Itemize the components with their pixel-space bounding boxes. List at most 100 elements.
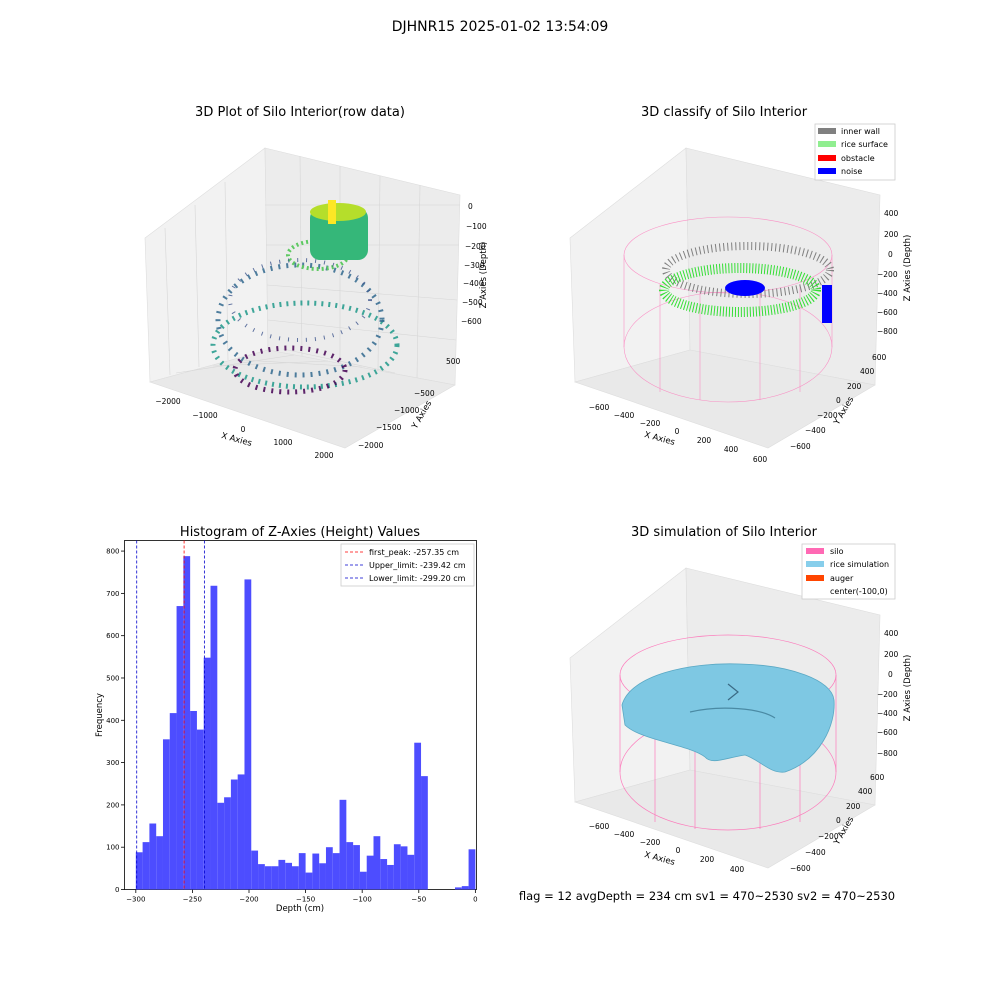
histogram-y-tick-label: 200 [106, 801, 119, 809]
raw-3d-axes-box [144, 147, 461, 449]
histogram-bar [346, 842, 354, 890]
svg-text:−600: −600 [790, 864, 811, 873]
svg-text:200: 200 [847, 382, 862, 391]
histogram-y-axis-label: Frequency [95, 693, 105, 737]
svg-text:−200: −200 [818, 832, 839, 841]
svg-text:600: 600 [870, 773, 885, 782]
raw-panel-title: 3D Plot of Silo Interior(row data) [195, 105, 405, 120]
svg-text:0: 0 [836, 816, 841, 825]
histogram-bar [461, 886, 469, 890]
simulation-panel-title: 3D simulation of Silo Interior [631, 525, 818, 540]
classify-3d-axes-box [569, 147, 881, 449]
raw-mid-ring-points [210, 300, 400, 390]
histogram-y-tick-label: 0 [115, 886, 119, 894]
svg-text:200: 200 [697, 436, 712, 445]
histogram-legend: first_peak: -257.35 cm Upper_limit: -239… [340, 543, 475, 587]
classify-z-axis-label: Z Axies (Depth) [903, 235, 913, 302]
svg-text:−200: −200 [877, 270, 898, 279]
svg-text:0: 0 [888, 670, 893, 679]
raw-xtick: −2000 [155, 397, 181, 406]
histogram-bar [135, 852, 143, 890]
classify-panel-title: 3D classify of Silo Interior [641, 105, 808, 120]
svg-text:−400: −400 [877, 709, 898, 718]
histogram-bar [183, 556, 191, 890]
raw-back-left-pane [144, 147, 269, 383]
svg-text:400: 400 [730, 865, 745, 874]
raw-ztick: −600 [461, 317, 482, 326]
histogram-bar [319, 863, 326, 890]
histogram-bar [203, 657, 211, 890]
histogram-bar [278, 859, 286, 890]
svg-text:−400: −400 [614, 411, 635, 420]
histogram-x-axis-label: Depth (cm) [276, 904, 324, 914]
histogram-bar [162, 739, 170, 890]
raw-tick-labels: −2000 −1000 0 1000 2000 500 −500 −1000 −… [155, 202, 487, 460]
raw-ytick: −1000 [394, 406, 420, 415]
histogram-bar [305, 872, 313, 890]
classify-x-axis-label: X Axies [643, 430, 676, 448]
simulation-x-axis-label: X Axies [643, 850, 676, 868]
svg-text:200: 200 [846, 802, 861, 811]
classify-noise-wall [822, 285, 832, 323]
raw-ytick: −1500 [376, 423, 402, 432]
histogram-bar [366, 855, 374, 890]
histogram-bar [373, 836, 381, 890]
histogram-x-tick-label: −50 [411, 896, 426, 904]
histogram-bar [217, 802, 225, 890]
histogram-y-tick-label: 100 [106, 844, 119, 852]
svg-text:−600: −600 [877, 308, 898, 317]
svg-text:−400: −400 [614, 830, 635, 839]
simulation-rice-surface [621, 663, 835, 773]
svg-text:−800: −800 [877, 749, 898, 758]
histogram-bar [414, 742, 422, 890]
histogram-legend-label: Upper_limit: -239.42 cm [369, 561, 466, 570]
svg-text:600: 600 [753, 455, 768, 464]
histogram-bar [325, 847, 333, 890]
histogram-title: Histogram of Z-Axies (Height) Values [180, 525, 420, 540]
simulation-legend-label: silo [830, 547, 844, 556]
raw-xtick: 1000 [273, 438, 292, 447]
svg-text:0: 0 [675, 427, 680, 436]
histogram-legend-label: Lower_limit: -299.20 cm [369, 574, 466, 583]
raw-ztick: −500 [462, 298, 483, 307]
classify-legend: inner wall rice surface obstacle noise [814, 123, 896, 181]
histogram-bar [407, 854, 415, 890]
raw-center-cylinder [310, 208, 368, 260]
svg-text:−400: −400 [805, 426, 826, 435]
histogram-panel: Histogram of Z-Axies (Height) Values −30… [95, 525, 478, 914]
histogram-y-tick-label: 400 [106, 717, 119, 725]
svg-text:−200: −200 [877, 690, 898, 699]
classify-3d-panel: 3D classify of Silo Interior inner wall [569, 105, 913, 464]
histogram-bar [149, 823, 157, 890]
svg-text:−200: −200 [640, 419, 661, 428]
histogram-x-tick-label: −150 [296, 896, 315, 904]
histogram-reference-lines [136, 540, 205, 890]
raw-ytick: 500 [446, 357, 461, 366]
histogram-x-tick-label: −300 [126, 896, 145, 904]
histogram-bar [196, 729, 204, 890]
histogram-y-tick-label: 800 [106, 548, 119, 556]
histogram-bar [393, 844, 401, 890]
histogram-bar [237, 774, 245, 890]
svg-text:−400: −400 [805, 848, 826, 857]
histogram-bar [230, 779, 238, 890]
raw-data-3d-panel: 3D Plot of Silo Interior(row data) [144, 105, 489, 460]
svg-text:−600: −600 [589, 403, 610, 412]
histogram-bar [244, 579, 252, 890]
raw-point-cloud [210, 200, 400, 395]
simulation-legend: silo rice simulation auger center(-100,0… [801, 543, 896, 600]
svg-text:0: 0 [888, 250, 893, 259]
raw-inner-points [228, 258, 372, 342]
raw-xtick: 0 [241, 425, 246, 434]
raw-outer-ring-points [215, 262, 385, 378]
histogram-y-tick-label: 300 [106, 759, 119, 767]
raw-peak-points [328, 200, 336, 224]
raw-ytick: −2000 [358, 441, 384, 450]
figure-suptitle: DJHNR15 2025-01-02 13:54:09 [392, 19, 609, 35]
histogram-bar [387, 864, 394, 890]
histogram-bar [359, 871, 367, 890]
raw-z-axis-label: Z Axies (Depth) [479, 242, 489, 309]
classify-inner-wall-points [662, 242, 834, 298]
svg-text:−600: −600 [790, 442, 811, 451]
svg-text:200: 200 [884, 230, 899, 239]
